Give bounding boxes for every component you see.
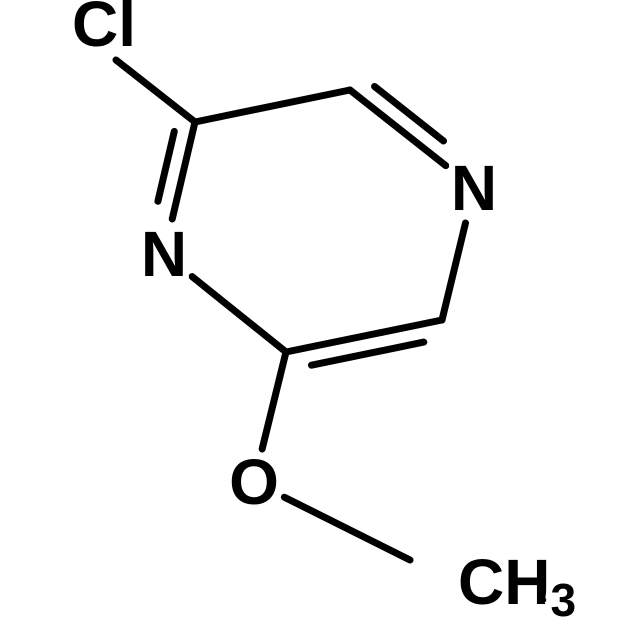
atom-label-n4: N [451, 152, 497, 224]
molecule-diagram: N N Cl O CH3 [0, 0, 640, 639]
atom-label-cl: Cl [72, 0, 136, 60]
atom-label-ch3: CH3 [458, 546, 576, 626]
atom-label-n1: N [141, 218, 187, 290]
atom-label-o: O [229, 446, 279, 518]
bonds-layer [116, 60, 466, 560]
